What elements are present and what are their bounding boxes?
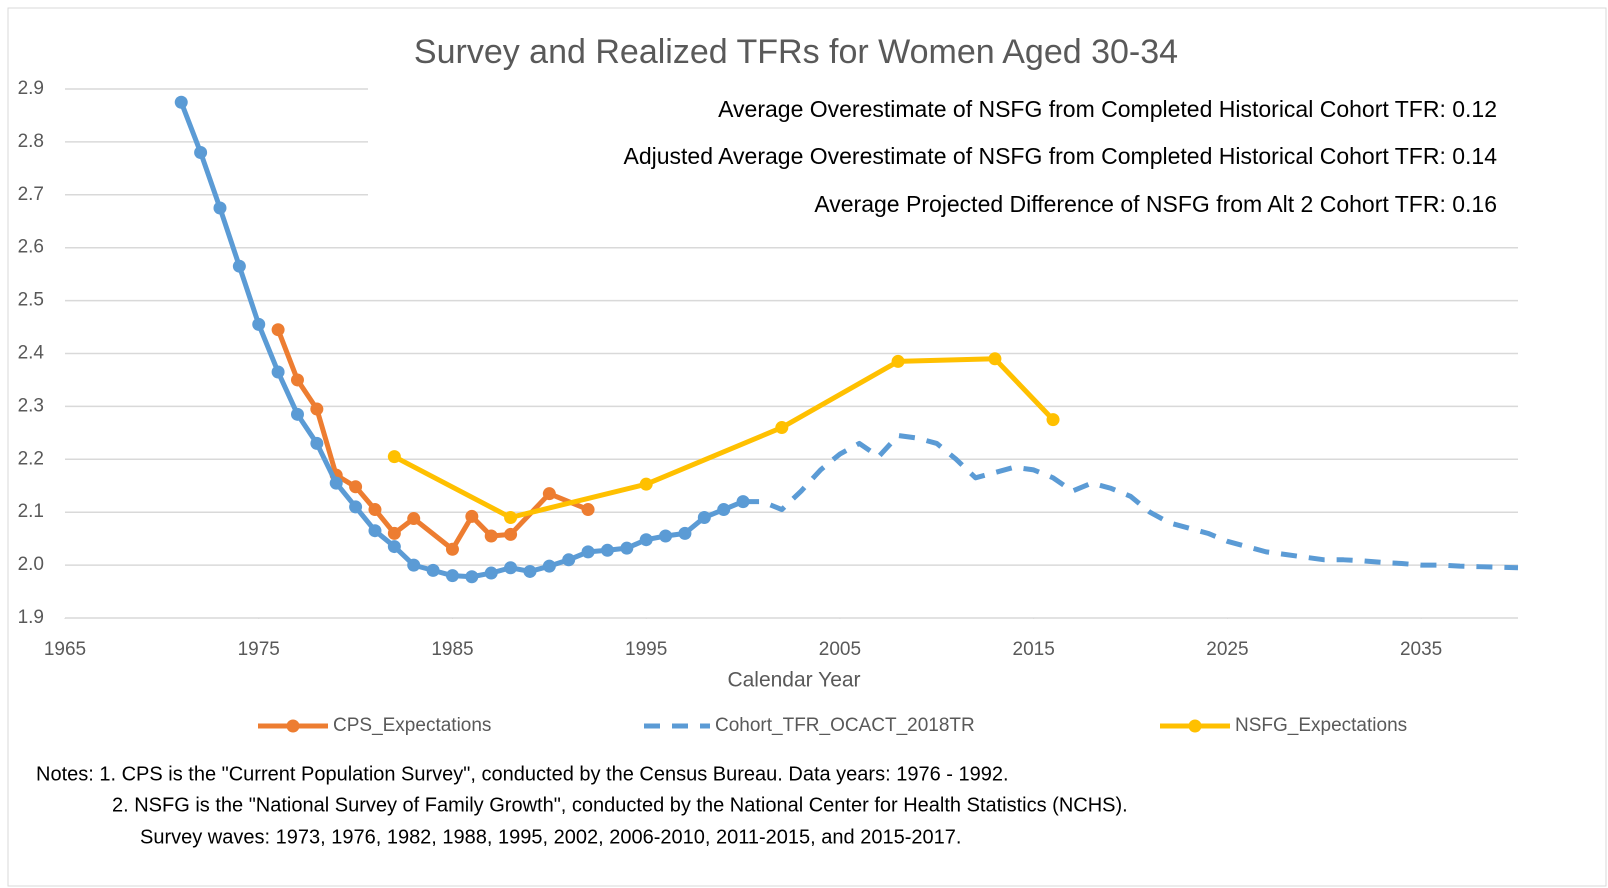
x-tick-label: 2005	[819, 639, 861, 660]
y-tick-label: 2.9	[18, 78, 44, 99]
x-axis-label: Calendar Year	[727, 669, 860, 692]
plot	[174, 95, 1519, 584]
legend-marker	[286, 719, 300, 733]
point	[329, 476, 343, 490]
point	[678, 526, 692, 540]
x-tick-label: 1975	[238, 639, 280, 660]
note: 2. NSFG is the "National Survey of Famil…	[112, 794, 1128, 816]
y-tick-label: 2.6	[18, 237, 44, 258]
point	[988, 352, 1002, 366]
point	[562, 553, 576, 567]
point	[542, 487, 556, 501]
point	[504, 510, 518, 524]
point	[581, 503, 595, 517]
legend-label: NSFG_Expectations	[1235, 715, 1407, 736]
point	[349, 500, 363, 514]
annotation: Average Projected Difference of NSFG fro…	[814, 191, 1497, 217]
x-tick-label: 1985	[431, 639, 473, 660]
point	[736, 495, 750, 509]
chart-title: Survey and Realized TFRs for Women Aged …	[414, 33, 1178, 71]
point	[484, 566, 498, 580]
x-tick-label: 1965	[44, 639, 86, 660]
point	[407, 512, 421, 526]
point	[659, 529, 673, 543]
x-tick-label: 2035	[1400, 639, 1442, 660]
legend-marker	[1188, 719, 1202, 733]
point	[504, 561, 518, 575]
point	[310, 436, 324, 450]
point	[174, 95, 188, 109]
point	[426, 563, 440, 577]
y-tick-label: 2.2	[18, 448, 44, 469]
point	[368, 524, 382, 538]
y-tick-label: 1.9	[18, 607, 44, 628]
annotation: Adjusted Average Overestimate of NSFG fr…	[623, 143, 1497, 169]
point	[194, 145, 208, 159]
point	[465, 570, 479, 584]
y-tick-label: 2.4	[18, 343, 45, 364]
y-tick-label: 2.8	[18, 131, 44, 152]
point	[252, 317, 266, 331]
point	[465, 509, 479, 523]
point	[639, 477, 653, 491]
point	[1046, 413, 1060, 427]
grid	[64, 88, 1518, 619]
y-tick-label: 2.7	[18, 184, 44, 205]
point	[775, 421, 789, 435]
point	[290, 373, 304, 387]
point	[697, 510, 711, 524]
point	[523, 564, 537, 578]
point	[387, 450, 401, 464]
point	[542, 559, 556, 573]
point	[232, 259, 246, 273]
point	[271, 365, 285, 379]
point	[368, 503, 382, 517]
x-tick-label: 2015	[1013, 639, 1055, 660]
point	[387, 540, 401, 554]
note: Survey waves: 1973, 1976, 1982, 1988, 19…	[140, 826, 961, 848]
y-tick-label: 2.5	[18, 290, 44, 311]
point	[310, 402, 324, 416]
point	[639, 533, 653, 547]
x-tick-label: 2025	[1206, 639, 1248, 660]
point	[445, 569, 459, 583]
point	[407, 558, 421, 572]
point	[600, 543, 614, 557]
y-tick-label: 2.3	[18, 395, 44, 416]
legend-label: CPS_Expectations	[333, 715, 491, 736]
legend-label: Cohort_TFR_OCACT_2018TR	[715, 715, 975, 736]
point	[581, 545, 595, 559]
y-tick-label: 2.1	[18, 501, 44, 522]
x-tick-label: 1995	[625, 639, 667, 660]
y-tick-label: 2.0	[18, 554, 44, 575]
annotation: Average Overestimate of NSFG from Comple…	[718, 96, 1497, 122]
point	[445, 542, 459, 556]
point	[484, 529, 498, 543]
series-line	[743, 432, 1519, 571]
point	[290, 407, 304, 421]
point	[349, 480, 363, 494]
annotation-background	[368, 88, 1518, 228]
point	[717, 503, 731, 517]
point	[271, 323, 285, 337]
note: Notes: 1. CPS is the "Current Population…	[36, 763, 1009, 785]
point	[891, 354, 905, 368]
point	[504, 527, 518, 541]
point	[620, 541, 634, 555]
point	[387, 526, 401, 540]
point	[213, 201, 227, 215]
